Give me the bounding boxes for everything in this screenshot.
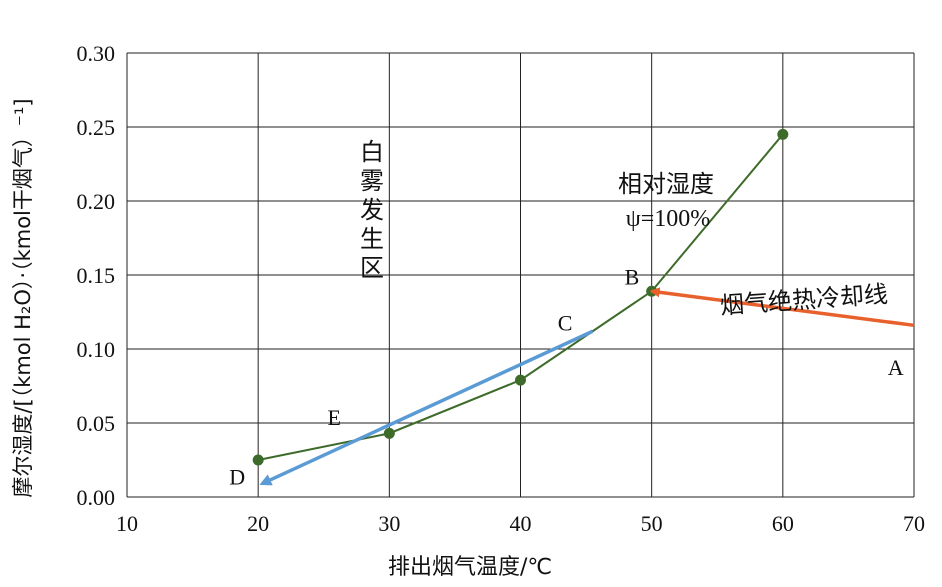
fog-zone-char-1: 白 xyxy=(360,138,384,166)
y-tick-labels: 0.00 0.05 0.10 0.15 0.20 0.25 0.30 xyxy=(77,41,116,510)
x-tick-label: 10 xyxy=(116,511,138,536)
data-point xyxy=(777,128,789,140)
point-label-B: B xyxy=(625,264,640,289)
y-tick-label: 0.15 xyxy=(77,263,116,288)
blue-arrow xyxy=(259,329,594,486)
y-tick-label: 0.20 xyxy=(77,189,116,214)
x-axis-title: 排出烟气温度/℃ xyxy=(388,555,552,580)
data-point xyxy=(383,427,395,439)
x-tick-label: 30 xyxy=(378,511,400,536)
rh-label-line1: 相对湿度 xyxy=(618,170,714,198)
x-tick-labels: 10 20 30 40 50 60 70 xyxy=(116,511,925,536)
cooling-line-label: 烟气绝热冷却线 xyxy=(719,280,889,320)
fog-zone-annotation: 白 雾 发 生 区 xyxy=(360,138,384,282)
y-tick-label: 0.30 xyxy=(77,41,116,66)
data-point xyxy=(252,454,264,466)
y-tick-label: 0.05 xyxy=(77,411,116,436)
fog-zone-char-2: 雾 xyxy=(360,167,384,195)
point-label-layer: A B C D E xyxy=(229,264,903,489)
y-axis-title: 摩尔湿度/[（kmol H₂O）·（kmol干烟气）⁻¹] xyxy=(11,98,35,497)
cooling-line-arrow xyxy=(649,287,915,328)
point-label-A: A xyxy=(888,355,904,380)
fog-zone-char-3: 发 xyxy=(360,196,384,224)
y-tick-label: 0.00 xyxy=(77,485,116,510)
fog-zone-char-4: 生 xyxy=(360,225,384,253)
point-label-D: D xyxy=(229,464,245,489)
y-tick-label: 0.25 xyxy=(77,115,116,140)
data-point xyxy=(515,374,526,386)
y-tick-label: 0.10 xyxy=(77,337,116,362)
fog-zone-char-5: 区 xyxy=(360,254,384,282)
x-tick-label: 40 xyxy=(510,511,532,536)
point-label-C: C xyxy=(558,310,573,335)
x-tick-label: 20 xyxy=(247,511,269,536)
rh-label-line2: ψ=100% xyxy=(626,206,711,232)
point-label-E: E xyxy=(328,405,341,430)
arrow-layer xyxy=(259,287,915,486)
x-tick-label: 50 xyxy=(641,511,663,536)
x-tick-label: 70 xyxy=(903,511,925,536)
grid xyxy=(126,52,915,498)
x-tick-label: 60 xyxy=(772,511,794,536)
